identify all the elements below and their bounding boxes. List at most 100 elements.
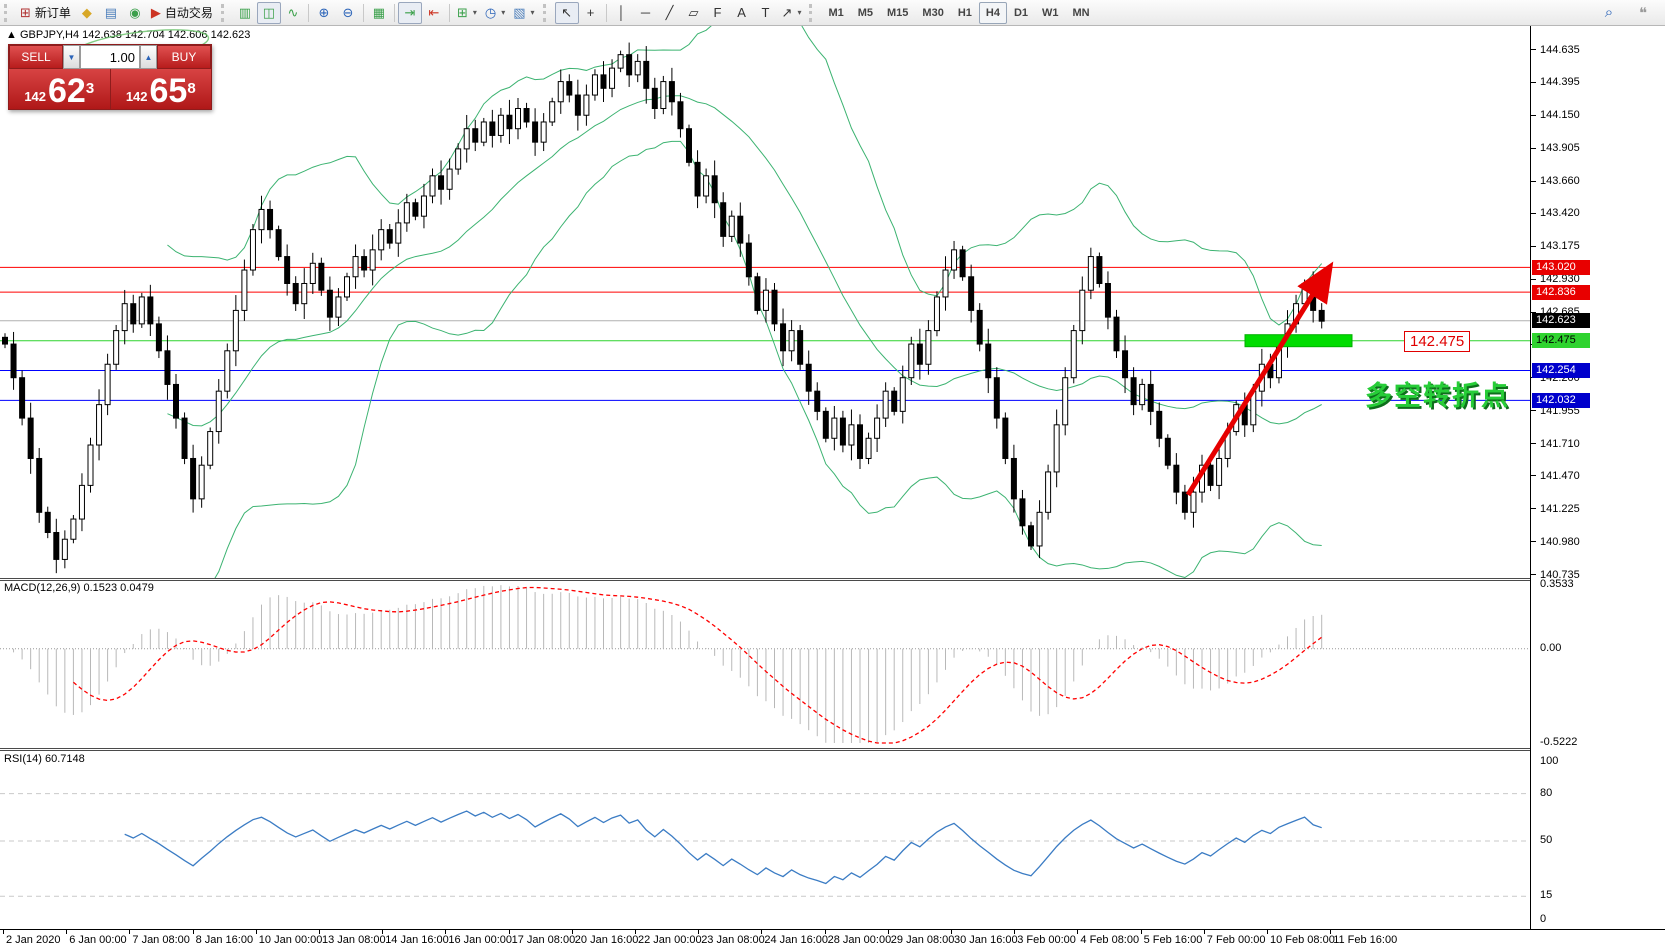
line-chart-icon[interactable]: ∿ — [281, 2, 305, 24]
text-label-icon[interactable]: T — [754, 2, 778, 24]
timeframe-mn-button[interactable]: MN — [1072, 6, 1090, 19]
data-window-icon[interactable]: ▤ — [99, 2, 123, 24]
candlestick-chart-icon[interactable]: ◫ — [256, 1, 281, 24]
axis-tick-mark — [1531, 147, 1536, 149]
chevron-down-icon[interactable]: ▾ — [501, 8, 506, 17]
market-watch-icon[interactable]: ◆ — [75, 2, 99, 24]
time-tick-label: 28 Jan 00:00 — [827, 934, 892, 946]
navigator-icon[interactable]: ◉ — [123, 2, 147, 24]
time-tick-mark — [129, 930, 131, 934]
timeframe-w1-button[interactable]: W1 — [1042, 6, 1059, 19]
equidistant-channel-icon[interactable]: ▱ — [682, 2, 706, 24]
volume-input[interactable]: 1.00 — [80, 45, 140, 69]
ask-price-pips: 65 — [149, 72, 188, 110]
chevron-down-icon[interactable]: ▾ — [472, 8, 477, 17]
text-label-icon: T — [761, 5, 770, 20]
rsi-axis-label: 0 — [1540, 913, 1547, 925]
price-marker-143.020: 143.020 — [1532, 259, 1590, 275]
price-tick-label: 141.710 — [1540, 437, 1580, 450]
macd-indicator-pane[interactable] — [0, 581, 1530, 748]
ask-price-point: 8 — [187, 80, 196, 97]
price-tick-label: 141.470 — [1540, 469, 1580, 482]
periods-icon[interactable]: ◷ ▾ — [481, 2, 509, 24]
toolbar-drag-handle[interactable] — [4, 3, 12, 22]
new-order-button[interactable]: ⊞ 新订单 — [16, 2, 75, 24]
text-icon[interactable]: A — [730, 2, 754, 24]
bar-chart-icon[interactable]: ▥ — [233, 2, 257, 24]
axis-tick-mark — [1531, 114, 1536, 116]
crosshair-icon[interactable]: + — [579, 2, 603, 24]
fibonacci-icon[interactable]: F — [706, 2, 730, 24]
timeframe-m15-button[interactable]: M15 — [887, 6, 909, 19]
search-icon[interactable]: ⌕ — [1604, 4, 1614, 21]
pane-resize-handle[interactable] — [0, 748, 1665, 751]
rsi-indicator-pane[interactable] — [0, 751, 1530, 929]
time-tick-label: 23 Jan 08:00 — [701, 934, 765, 946]
buy-button[interactable]: BUY — [157, 45, 211, 69]
timeframe-d1-button[interactable]: D1 — [1013, 6, 1029, 19]
time-axis[interactable]: 2 Jan 2020 6 Jan 00:00 7 Jan 08:00 8 Jan 16… — [0, 929, 1665, 948]
cursor-icon[interactable]: ↖ — [554, 1, 579, 24]
toolbar-separator — [307, 3, 309, 22]
volume-increase-button[interactable]: ▲ — [140, 45, 157, 69]
sell-button[interactable]: SELL — [9, 45, 63, 69]
autotrading-label: 自动交易 — [164, 6, 213, 20]
autotrading-button[interactable]: ▶ 自动交易 — [147, 2, 217, 24]
bid-price-button[interactable]: 142 62 3 — [9, 69, 111, 109]
toolbar-drag-handle[interactable] — [220, 3, 229, 22]
price-marker-142.623: 142.623 — [1532, 313, 1590, 329]
time-tick-label: 7 Feb 00:00 — [1206, 934, 1266, 946]
price-level-flag: 142.475 — [1404, 330, 1471, 352]
chat-icon[interactable]: ❝ — [1638, 4, 1648, 22]
price-chart-pane[interactable] — [0, 26, 1530, 578]
toolbar-drag-handle[interactable] — [809, 3, 817, 22]
zoom-out-icon[interactable]: ⊖ — [336, 2, 360, 24]
vertical-line-icon[interactable]: │ — [610, 2, 634, 24]
time-tick-label: 6 Jan 00:00 — [69, 934, 127, 946]
autotrading-icon: ▶ — [150, 4, 161, 20]
pane-resize-handle[interactable] — [0, 578, 1665, 581]
collapse-arrow-icon[interactable]: ▲ — [6, 29, 17, 41]
auto-scroll-icon[interactable]: ⇥ — [397, 1, 422, 24]
chevron-down-icon[interactable]: ▾ — [530, 8, 535, 17]
price-tick-label: 140.735 — [1540, 568, 1580, 581]
auto-scroll-icon: ⇥ — [404, 4, 416, 20]
arrows-icon[interactable]: ↗ ▾ — [778, 2, 806, 24]
templates-icon[interactable]: ▧ ▾ — [509, 2, 538, 24]
tile-windows-icon[interactable]: ▦ — [367, 2, 391, 24]
axis-tick-mark — [1531, 541, 1536, 543]
axis-tick-mark — [1531, 311, 1536, 313]
cursor-icon: ↖ — [561, 4, 572, 20]
toolbar-separator — [448, 3, 450, 22]
timeframe-m30-button[interactable]: M30 — [922, 6, 944, 19]
timeframe-h4-button[interactable]: H4 — [978, 1, 1007, 24]
chart-shift-icon[interactable]: ⇤ — [422, 2, 446, 24]
timeframe-m5-button[interactable]: M5 — [857, 6, 874, 19]
axis-tick-mark — [1531, 475, 1536, 477]
trendline-icon[interactable]: ╱ — [658, 2, 682, 24]
price-tick-label: 144.150 — [1540, 109, 1580, 122]
price-tick-label: 143.660 — [1540, 175, 1580, 188]
horizontal-line-icon[interactable]: ─ — [634, 2, 658, 24]
market-watch-icon: ◆ — [81, 4, 92, 20]
volume-decrease-button[interactable]: ▼ — [63, 45, 80, 69]
new-chart-icon[interactable]: ⊞ ▾ — [453, 2, 481, 24]
turning-point-annotation: 多空转折点 — [1365, 381, 1510, 412]
zoom-in-icon: ⊕ — [318, 4, 330, 20]
time-tick-mark — [1140, 930, 1142, 934]
macd-axis-label: -0.5222 — [1540, 736, 1578, 748]
fibonacci-icon: F — [713, 5, 722, 20]
timeframe-h1-button[interactable]: H1 — [957, 6, 972, 19]
ask-price-whole: 142 — [125, 89, 148, 104]
price-tick-label: 141.225 — [1540, 502, 1580, 515]
price-axis[interactable]: 144.635 144.395 144.150 143.905 143.660 143.4… — [1531, 26, 1665, 929]
time-tick-mark — [1330, 930, 1332, 934]
axis-tick-mark — [1531, 49, 1536, 51]
chevron-down-icon[interactable]: ▾ — [797, 8, 802, 17]
zoom-in-icon[interactable]: ⊕ — [312, 2, 336, 24]
periods-icon: ◷ — [484, 4, 497, 20]
toolbar-drag-handle[interactable] — [542, 3, 551, 22]
timeframe-m1-button[interactable]: M1 — [828, 6, 844, 19]
ask-price-button[interactable]: 142 65 8 — [110, 69, 211, 110]
macd-axis-label: 0.3533 — [1540, 578, 1574, 590]
